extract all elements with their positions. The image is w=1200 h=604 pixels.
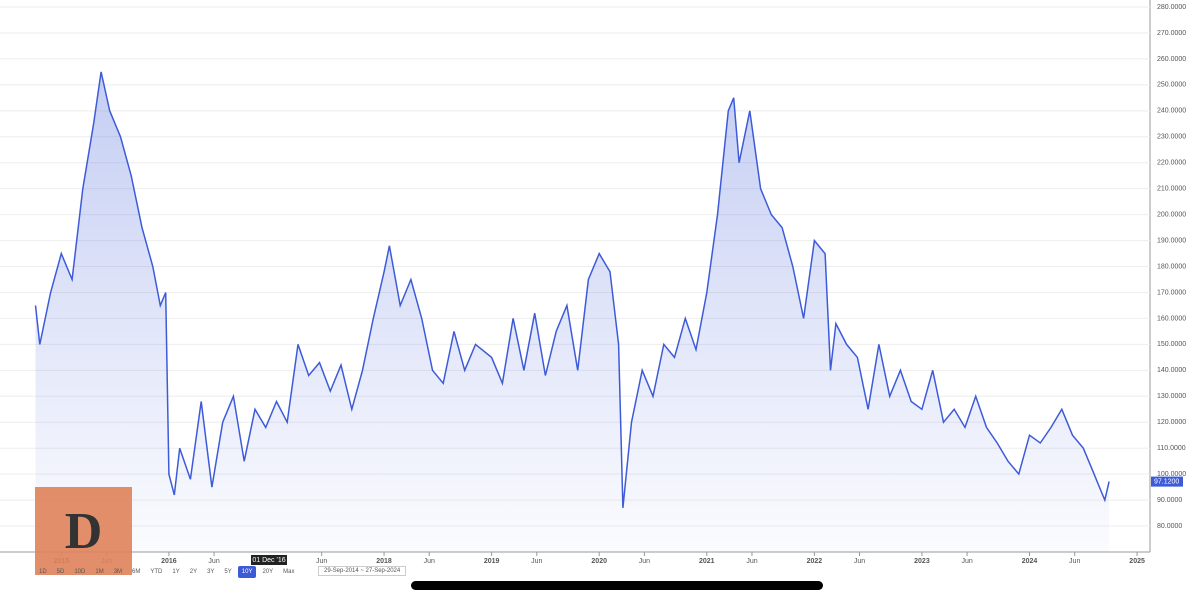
area xyxy=(35,71,1110,553)
home-indicator xyxy=(411,581,823,590)
x-tick-label: 2016 xyxy=(161,558,177,565)
x-tick-label: Jun xyxy=(424,558,435,565)
range-button[interactable]: 10Y xyxy=(237,566,257,578)
x-tick-label: 2023 xyxy=(914,558,930,565)
y-tick-label: 220.0000 xyxy=(1157,160,1186,167)
y-tick-label: 90.0000 xyxy=(1157,497,1182,504)
y-tick-label: 110.0000 xyxy=(1157,445,1186,452)
y-tick-label: 190.0000 xyxy=(1157,237,1186,244)
y-tick-label: 120.0000 xyxy=(1157,419,1186,426)
y-tick-label: 160.0000 xyxy=(1157,315,1186,322)
y-tick-label: 280.0000 xyxy=(1157,4,1186,11)
range-button[interactable]: 6M xyxy=(132,569,141,575)
x-tick-label: Jun xyxy=(854,558,865,565)
y-tick-label: 150.0000 xyxy=(1157,341,1186,348)
x-tick-label: Jun xyxy=(1069,558,1080,565)
y-tick-label: 170.0000 xyxy=(1157,289,1186,296)
y-tick-label: 180.0000 xyxy=(1157,263,1186,270)
x-tick-label: 2022 xyxy=(807,558,823,565)
range-button[interactable]: 3Y xyxy=(207,569,215,575)
range-button[interactable]: 1D xyxy=(39,569,47,575)
x-tick-label: Jun xyxy=(639,558,650,565)
x-tick-label: 2024 xyxy=(1022,558,1038,565)
range-button[interactable]: 20Y xyxy=(262,569,274,575)
logo: D xyxy=(35,487,132,575)
x-tick-label: 2018 xyxy=(376,558,392,565)
range-button[interactable]: 2Y xyxy=(189,569,198,575)
x-tick-label: Jun xyxy=(961,558,972,565)
range-buttons: 1D 5D 10D 1M 3M 6M YTD 1Y 2Y 3Y 5Y 10Y 20Y Max xyxy=(35,566,298,578)
date-range[interactable]: 29-Sep-2014 ~ 27-Sep-2024 xyxy=(318,566,407,576)
x-tick-label: 2021 xyxy=(699,558,715,565)
y-tick-label: 230.0000 xyxy=(1157,134,1186,141)
x-tick-label: 2019 xyxy=(484,558,500,565)
y-tick-label: 100.0000 xyxy=(1157,471,1186,478)
y-tick-label: 250.0000 xyxy=(1157,82,1186,89)
last-price-label: 97.1200 xyxy=(1154,478,1179,485)
y-tick-label: 80.0000 xyxy=(1157,523,1182,530)
y-tick-label: 270.0000 xyxy=(1157,30,1186,37)
range-button[interactable]: Max xyxy=(283,569,295,575)
range-button[interactable]: YTD xyxy=(150,569,163,575)
y-tick-label: 130.0000 xyxy=(1157,393,1186,400)
y-tick-label: 210.0000 xyxy=(1157,186,1186,193)
x-tick-label: 2025 xyxy=(1129,558,1145,565)
range-button[interactable]: 5D xyxy=(56,569,65,575)
x-tick-label: Jun xyxy=(316,558,327,565)
range-button[interactable]: 10D xyxy=(74,569,86,575)
x-tick-label: 2020 xyxy=(591,558,607,565)
range-button[interactable]: 1Y xyxy=(172,569,180,575)
tooltip-box xyxy=(251,555,287,565)
x-tick-label: Jun xyxy=(531,558,542,565)
y-tick-label: 140.0000 xyxy=(1157,367,1186,374)
y-tick-label: 200.0000 xyxy=(1157,211,1186,218)
x-tick-label: Jun xyxy=(208,558,219,565)
y-tick-label: 260.0000 xyxy=(1157,56,1186,63)
range-button[interactable]: 3M xyxy=(113,569,123,575)
last-price-box xyxy=(1151,476,1183,487)
range-button[interactable]: 1M xyxy=(95,569,104,575)
line xyxy=(34,71,1110,508)
x-tick-label: Jun xyxy=(746,558,757,565)
tooltip: 01 Dec '16 xyxy=(252,557,285,564)
range-button[interactable]: 5Y xyxy=(224,569,232,575)
y-tick-label: 240.0000 xyxy=(1157,108,1186,115)
